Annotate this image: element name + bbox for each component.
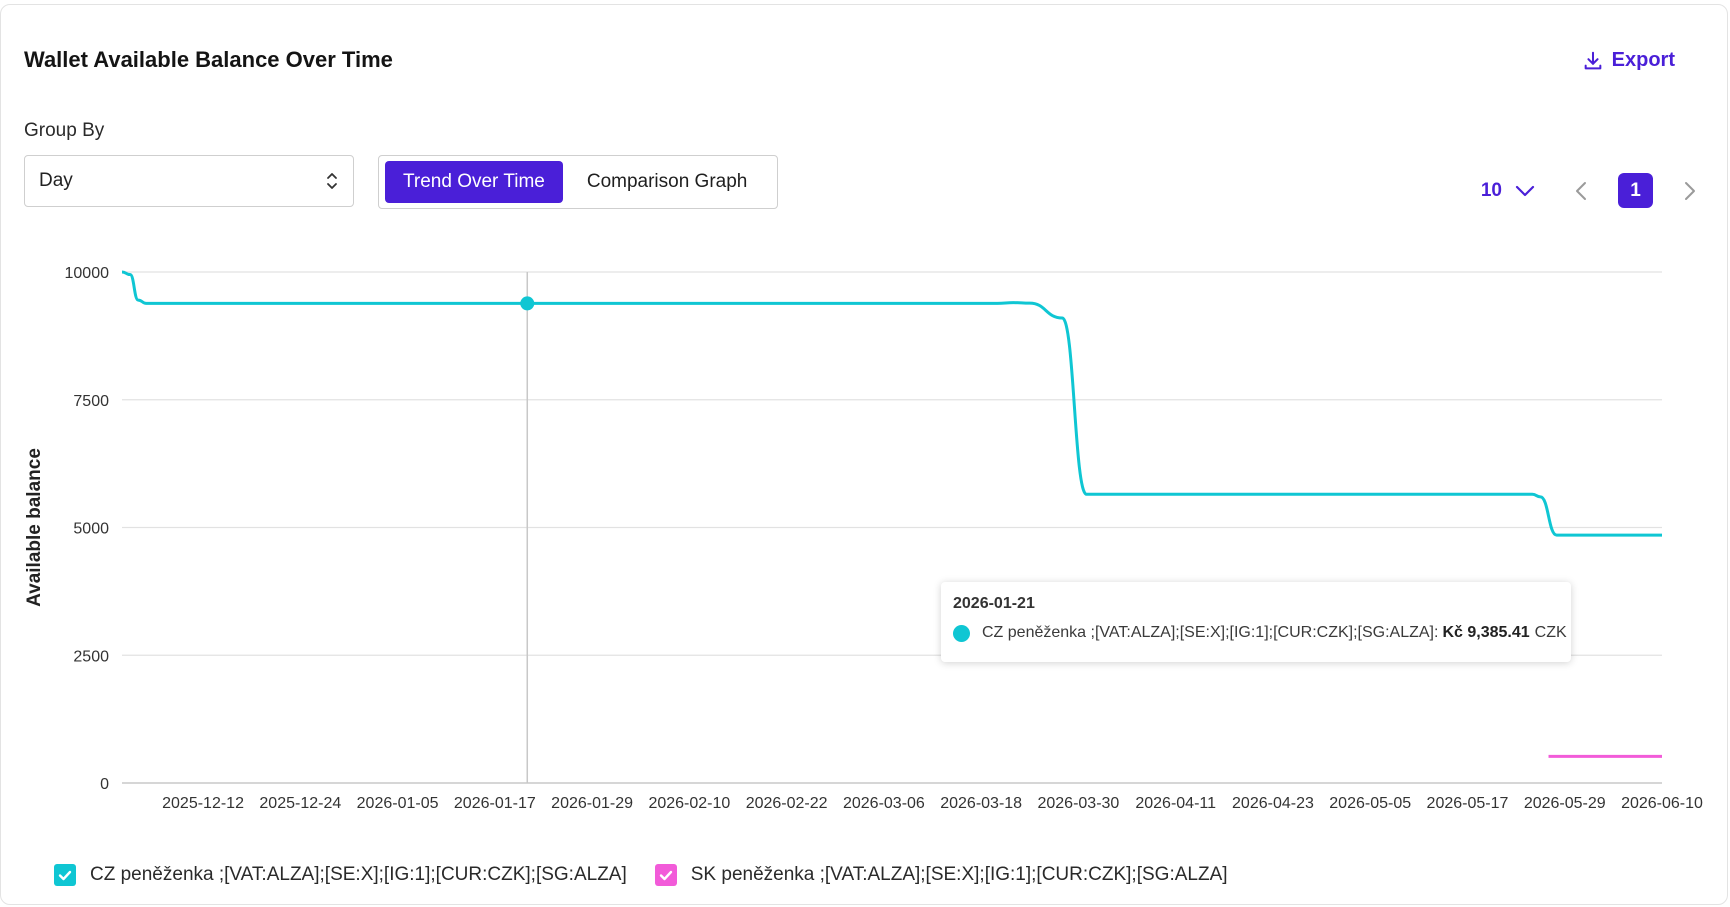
y-tick-label: 10000 <box>65 265 110 282</box>
x-tick-label: 2026-03-30 <box>1037 795 1119 812</box>
y-axis-ticks: 0 2500 5000 7500 10000 <box>65 265 110 793</box>
tooltip-series-label: CZ peněženka ;[VAT:ALZA];[SE:X];[IG:1];[… <box>982 624 1439 641</box>
x-tick-label: 2026-03-18 <box>940 795 1022 812</box>
chart-title: Wallet Available Balance Over Time <box>24 47 393 72</box>
download-icon <box>1584 51 1601 69</box>
legend-label-sk: SK peněženka ;[VAT:ALZA];[SE:X];[IG:1];[… <box>690 864 1228 885</box>
y-axis-label: Available balance <box>24 448 45 607</box>
x-tick-label: 2026-01-05 <box>357 795 439 812</box>
group-by-value: Day <box>39 170 73 191</box>
x-tick-label: 2025-12-24 <box>259 795 341 812</box>
x-tick-label: 2026-01-29 <box>551 795 633 812</box>
chart-tooltip: 2026-01-21 CZ peněženka ;[VAT:ALZA];[SE:… <box>941 582 1571 662</box>
tab-comparison-graph[interactable]: Comparison Graph <box>586 171 748 192</box>
y-tick-label: 0 <box>100 776 109 793</box>
chevron-down-icon <box>1515 185 1535 196</box>
x-tick-label: 2026-02-10 <box>648 795 730 812</box>
chevron-right-icon[interactable] <box>1679 179 1699 203</box>
group-by-label: Group By <box>24 120 105 141</box>
tooltip-series-dot <box>953 624 970 642</box>
x-tick-label: 2026-04-11 <box>1135 795 1216 812</box>
legend-item-sk[interactable]: SK peněženka ;[VAT:ALZA];[SE:X];[IG:1];[… <box>654 864 1228 886</box>
series-line-0 <box>121 270 1662 537</box>
y-tick-label: 2500 <box>73 648 109 665</box>
page-size-select[interactable]: 10 <box>1481 180 1536 202</box>
series-lines <box>121 270 1662 758</box>
tooltip-row: CZ peněženka ;[VAT:ALZA];[SE:X];[IG:1];[… <box>953 624 1567 642</box>
up-down-chevron-icon <box>327 173 337 189</box>
grid-lines <box>122 271 1662 784</box>
x-tick-label: 2026-05-29 <box>1524 795 1606 812</box>
chart-card: Wallet Available Balance Over Time Expor… <box>0 4 1728 905</box>
x-tick-label: 2026-04-23 <box>1232 795 1314 812</box>
view-toggle: Trend Over Time Comparison Graph <box>378 155 778 209</box>
x-tick-label: 2026-05-17 <box>1427 795 1509 812</box>
x-tick-label: 2025-12-12 <box>162 795 244 812</box>
x-axis-ticks: 2025-12-12 2025-12-24 2026-01-05 2026-01-17… <box>162 795 1703 812</box>
legend-item-cz[interactable]: CZ peněženka ;[VAT:ALZA];[SE:X];[IG:1];[… <box>54 864 627 886</box>
tab-trend-over-time[interactable]: Trend Over Time <box>385 161 563 203</box>
x-tick-label: 2026-05-05 <box>1329 795 1411 812</box>
page-button-current[interactable]: 1 <box>1618 173 1653 208</box>
tooltip-date: 2026-01-21 <box>953 595 1035 612</box>
x-tick-label: 2026-06-10 <box>1621 795 1703 812</box>
chevron-left-icon[interactable] <box>1572 179 1592 203</box>
pagination: 10 1 <box>1481 173 1699 208</box>
check-icon <box>659 870 672 881</box>
legend-checkbox-sk[interactable] <box>654 864 677 886</box>
export-label: Export <box>1611 49 1675 71</box>
tooltip-value: Kč 9,385.41 <box>1442 624 1530 641</box>
y-tick-label: 7500 <box>73 393 109 410</box>
legend-label-cz: CZ peněženka ;[VAT:ALZA];[SE:X];[IG:1];[… <box>90 864 627 885</box>
chart-legend: CZ peněženka ;[VAT:ALZA];[SE:X];[IG:1];[… <box>54 864 1228 886</box>
page-size-value: 10 <box>1480 179 1502 201</box>
export-button[interactable]: Export <box>1582 49 1675 72</box>
y-tick-label: 5000 <box>73 521 109 538</box>
tooltip-unit: CZK <box>1534 624 1567 641</box>
hover-point[interactable] <box>520 296 535 311</box>
legend-checkbox-cz[interactable] <box>54 864 76 886</box>
x-tick-label: 2026-01-17 <box>454 795 536 812</box>
check-icon <box>58 870 72 881</box>
x-tick-label: 2026-03-06 <box>843 795 925 812</box>
x-tick-label: 2026-02-22 <box>746 795 828 812</box>
group-by-select[interactable]: Day <box>24 155 354 207</box>
